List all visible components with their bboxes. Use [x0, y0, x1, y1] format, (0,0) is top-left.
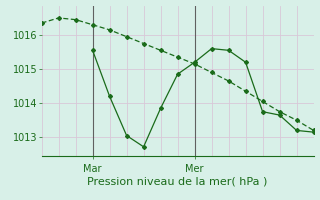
- X-axis label: Pression niveau de la mer( hPa ): Pression niveau de la mer( hPa ): [87, 176, 268, 186]
